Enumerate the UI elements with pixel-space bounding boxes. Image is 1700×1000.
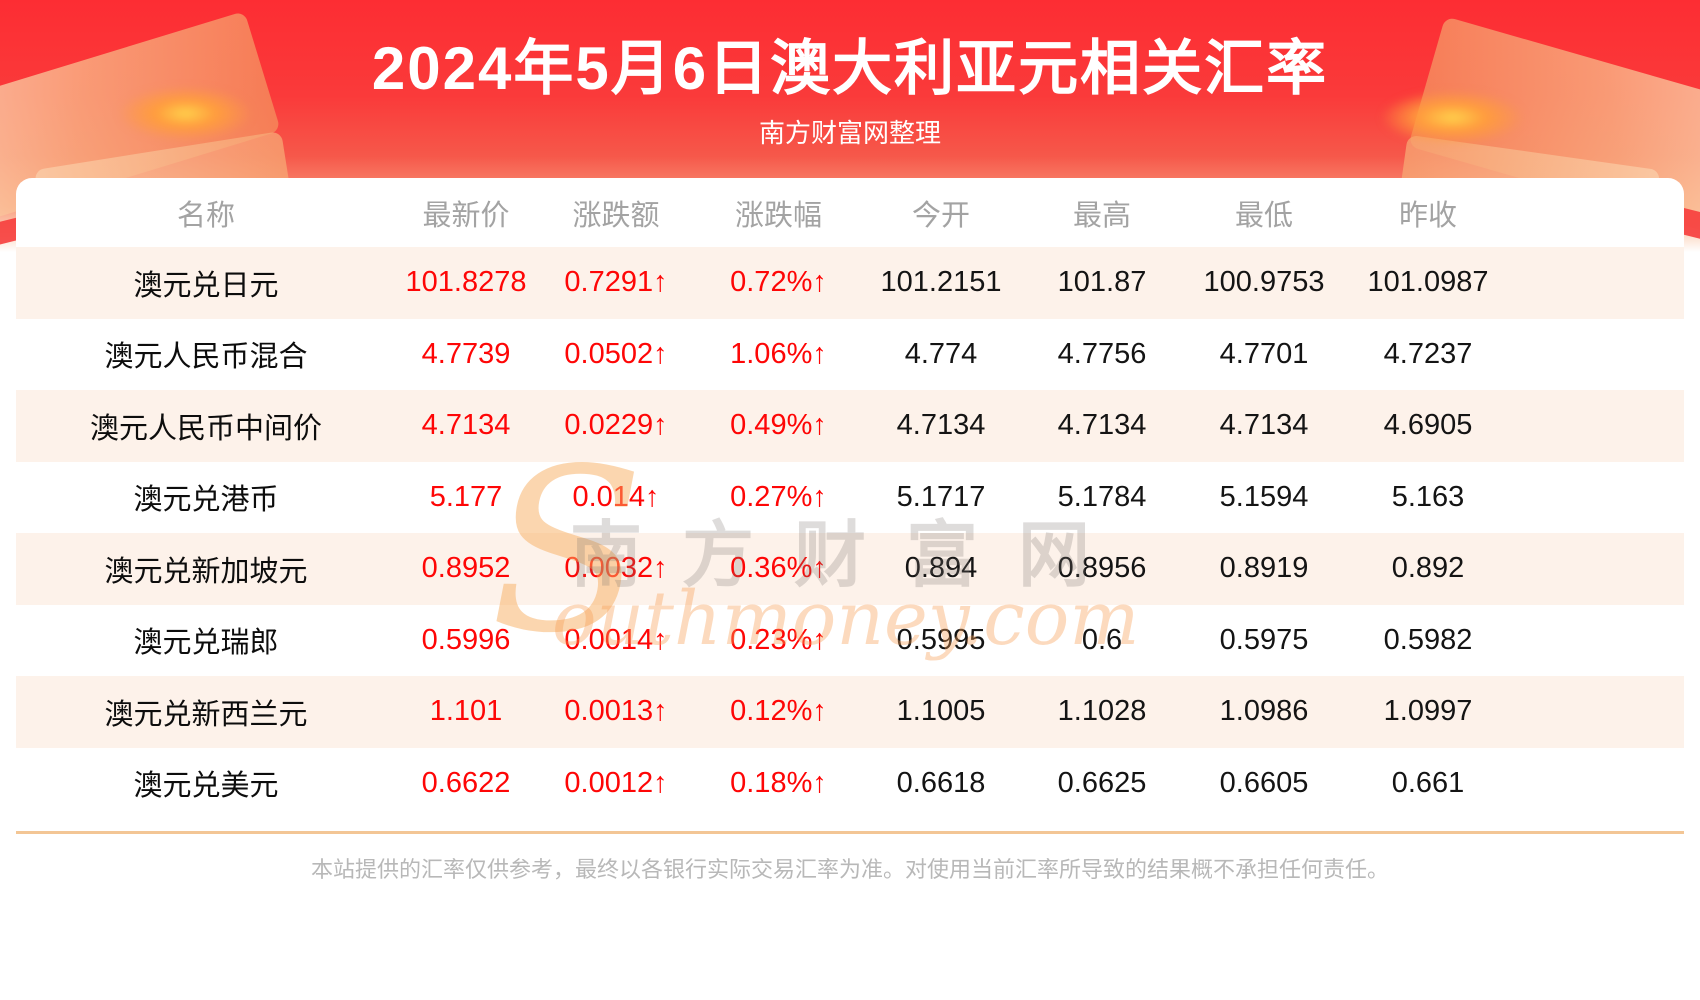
prev-close: 1.0997 (1383, 695, 1473, 728)
decoration-left-glow (118, 86, 253, 141)
open-price: 0.5995 (896, 623, 986, 656)
open-price: 101.2151 (880, 266, 1002, 299)
low-price: 4.7701 (1219, 337, 1309, 370)
high-price: 5.1784 (1057, 480, 1147, 513)
change-amount: 0.0012↑ (564, 766, 668, 799)
change-amount: 0.0013↑ (564, 695, 668, 728)
latest-price: 4.7739 (421, 337, 511, 370)
prev-close: 101.0987 (1367, 266, 1489, 299)
page-title: 2024年5月6日澳大利亚元相关汇率 (371, 35, 1329, 102)
open-price: 4.7134 (896, 409, 986, 442)
table-row: 澳元人民币中间价 4.7134 0.0229↑ 0.49%↑ 4.7134 4.… (16, 390, 1684, 462)
pair-name: 澳元兑日元 (133, 269, 279, 302)
prev-close: 4.6905 (1383, 409, 1473, 442)
table-row: 澳元兑新西兰元 1.101 0.0013↑ 0.12%↑ 1.1005 1.10… (16, 676, 1684, 748)
high-price: 4.7134 (1057, 409, 1147, 442)
table-row: 澳元兑日元 101.8278 0.7291↑ 0.72%↑ 101.2151 1… (16, 247, 1684, 319)
prev-close: 0.5982 (1383, 623, 1473, 656)
low-price: 0.5975 (1219, 623, 1309, 656)
low-price: 100.9753 (1203, 266, 1325, 299)
prev-close: 4.7237 (1383, 337, 1473, 370)
change-amount: 0.0229↑ (564, 409, 668, 442)
change-amount: 0.7291↑ (564, 266, 668, 299)
disclaimer-text: 本站提供的汇率仅供参考，最终以各银行实际交易汇率为准。对使用当前汇率所导致的结果… (310, 857, 1389, 882)
latest-price: 1.101 (429, 695, 503, 728)
change-percent: 0.23%↑ (730, 623, 827, 656)
low-price: 4.7134 (1219, 409, 1309, 442)
high-price: 4.7756 (1057, 337, 1147, 370)
change-percent: 0.72%↑ (730, 266, 827, 299)
latest-price: 0.8952 (421, 552, 511, 585)
change-amount: 0.0014↑ (564, 623, 668, 656)
latest-price: 5.177 (429, 480, 503, 513)
page-subtitle: 南方财富网整理 (758, 118, 941, 148)
low-price: 0.6605 (1219, 766, 1309, 799)
pair-name: 澳元兑美元 (133, 770, 279, 803)
high-price: 0.6625 (1057, 766, 1147, 799)
latest-price: 0.6622 (421, 766, 511, 799)
table-row: 澳元兑美元 0.6622 0.0012↑ 0.18%↑ 0.6618 0.662… (16, 748, 1684, 820)
open-price: 4.774 (904, 337, 978, 370)
prev-close: 5.163 (1391, 480, 1465, 513)
open-price: 5.1717 (896, 480, 986, 513)
table-row: 澳元人民币混合 4.7739 0.0502↑ 1.06%↑ 4.774 4.77… (16, 319, 1684, 391)
latest-price: 0.5996 (421, 623, 511, 656)
pair-name: 澳元兑瑞郎 (133, 627, 279, 660)
change-percent: 0.18%↑ (730, 766, 827, 799)
latest-price: 101.8278 (405, 266, 527, 299)
table-row: 澳元兑新加坡元 0.8952 0.0032↑ 0.36%↑ 0.894 0.89… (16, 533, 1684, 605)
col-header-low: 最低 (1234, 199, 1293, 232)
low-price: 5.1594 (1219, 480, 1309, 513)
col-header-change-pct: 涨跌幅 (734, 199, 822, 232)
footer-divider (16, 831, 1684, 834)
rates-table-card: 名称 最新价 涨跌额 涨跌幅 今开 最高 最低 昨收 澳元兑日元 101.827… (16, 178, 1684, 1000)
change-amount: 0.0032↑ (564, 552, 668, 585)
change-amount: 0.0502↑ (564, 337, 668, 370)
open-price: 0.6618 (896, 766, 986, 799)
open-price: 0.894 (904, 552, 978, 585)
col-header-open: 今开 (911, 199, 970, 232)
col-header-name: 名称 (176, 199, 235, 232)
change-percent: 0.12%↑ (730, 695, 827, 728)
col-header-prev-close: 昨收 (1398, 199, 1457, 232)
high-price: 0.8956 (1057, 552, 1147, 585)
low-price: 0.8919 (1219, 552, 1309, 585)
change-amount: 0.014↑ (572, 480, 660, 513)
pair-name: 澳元人民币中间价 (89, 412, 322, 445)
pair-name: 澳元兑新加坡元 (104, 555, 308, 588)
table-header-row: 名称 最新价 涨跌额 涨跌幅 今开 最高 最低 昨收 (16, 178, 1684, 247)
col-header-high: 最高 (1072, 199, 1131, 232)
col-header-latest: 最新价 (422, 199, 510, 232)
low-price: 1.0986 (1219, 695, 1309, 728)
pair-name: 澳元兑港币 (133, 484, 279, 517)
table-body: 澳元兑日元 101.8278 0.7291↑ 0.72%↑ 101.2151 1… (16, 247, 1684, 819)
change-percent: 0.27%↑ (730, 480, 827, 513)
prev-close: 0.661 (1391, 766, 1465, 799)
decoration-right-glow (1380, 90, 1525, 145)
high-price: 1.1028 (1057, 695, 1147, 728)
col-header-change: 涨跌额 (572, 199, 660, 232)
latest-price: 4.7134 (421, 409, 511, 442)
pair-name: 澳元人民币混合 (104, 341, 308, 374)
pair-name: 澳元兑新西兰元 (104, 698, 308, 731)
open-price: 1.1005 (896, 695, 986, 728)
prev-close: 0.892 (1391, 552, 1465, 585)
change-percent: 0.36%↑ (730, 552, 827, 585)
change-percent: 1.06%↑ (730, 337, 827, 370)
high-price: 101.87 (1057, 266, 1147, 299)
table-row: 澳元兑港币 5.177 0.014↑ 0.27%↑ 5.1717 5.1784 … (16, 462, 1684, 534)
table-row: 澳元兑瑞郎 0.5996 0.0014↑ 0.23%↑ 0.5995 0.6 0… (16, 605, 1684, 677)
high-price: 0.6 (1081, 623, 1123, 656)
change-percent: 0.49%↑ (730, 409, 827, 442)
